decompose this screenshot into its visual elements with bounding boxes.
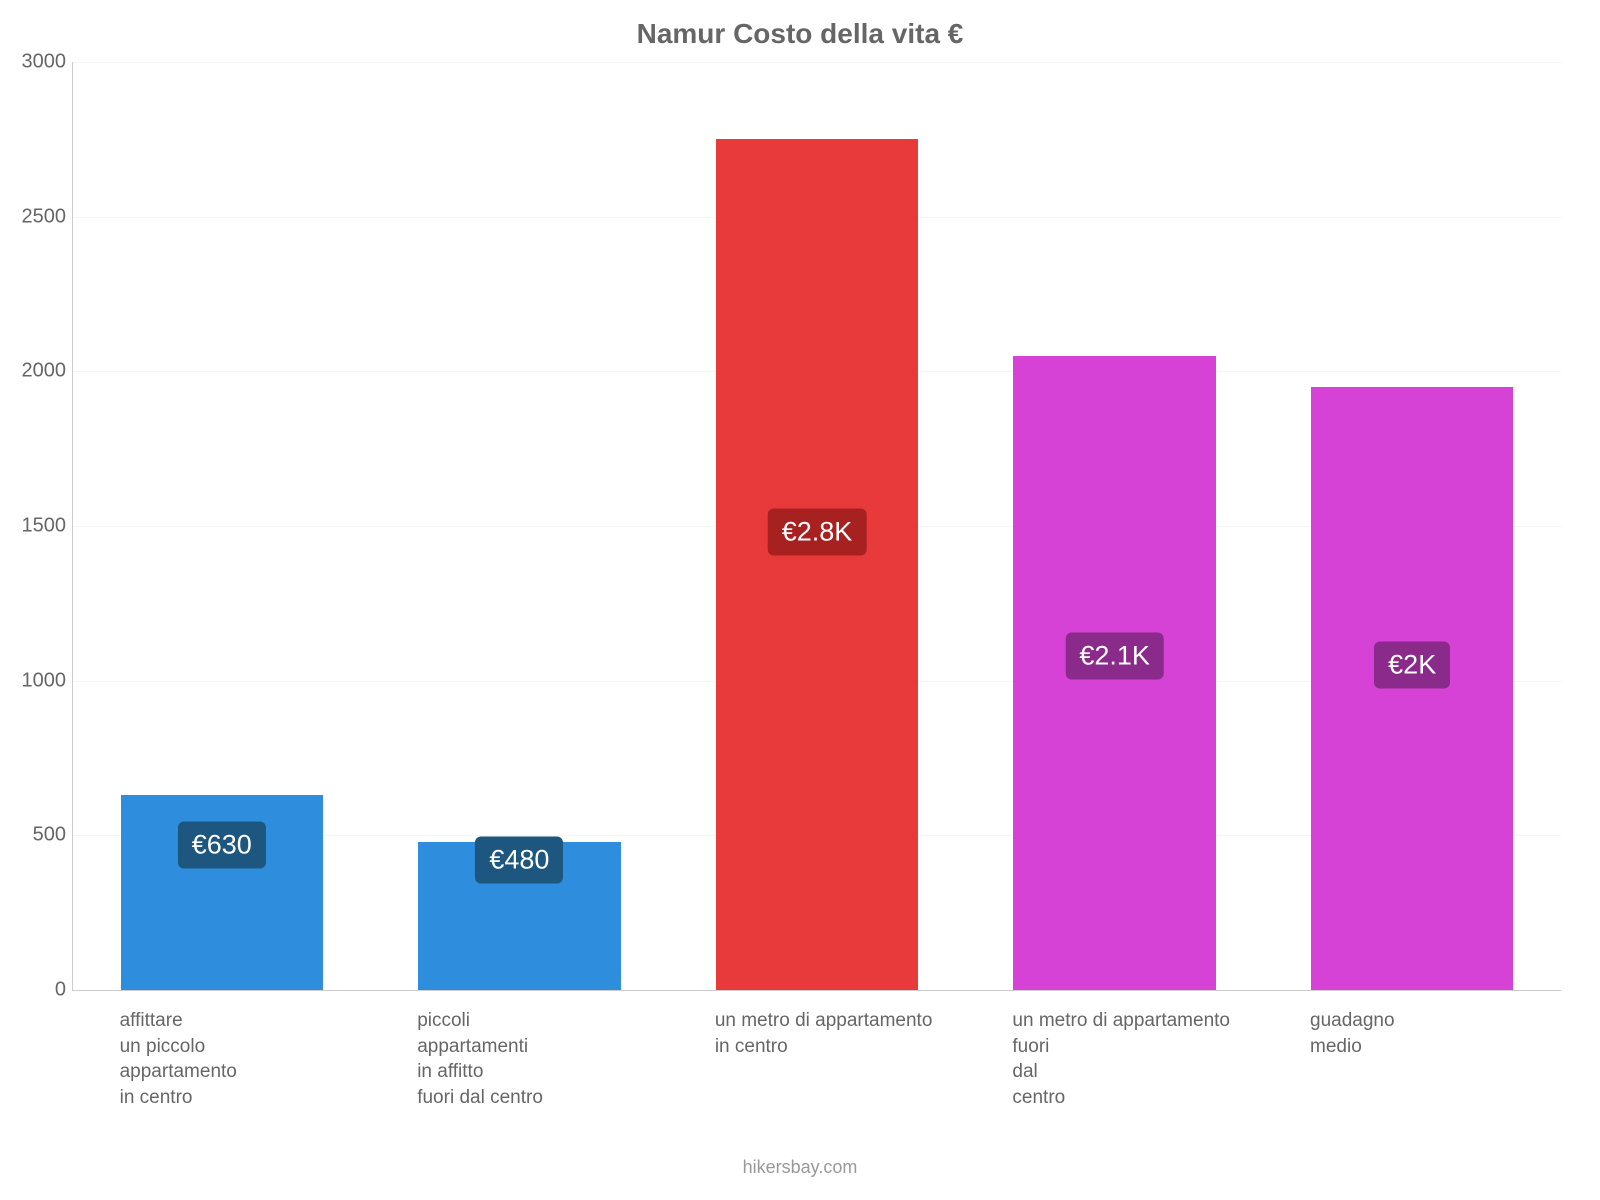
grid-line [73,62,1561,63]
x-tick-label: un metro di appartamento in centro [715,1008,933,1059]
x-tick-label: un metro di appartamento fuori dal centr… [1012,1008,1230,1111]
y-tick-label: 3000 [6,51,66,74]
y-tick-label: 0 [6,979,66,1002]
x-tick-label: piccoli appartamenti in affitto fuori da… [417,1008,543,1111]
x-tick-label: affittare un piccolo appartamento in cen… [120,1008,237,1111]
chart-container: Namur Costo della vita € €630 €480 €2.8K €2… [0,0,1600,1200]
value-badge: €630 [178,821,266,868]
chart-title: Namur Costo della vita € [0,18,1600,50]
y-tick-label: 2000 [6,360,66,383]
y-tick-label: 1000 [6,669,66,692]
bar [716,139,918,990]
y-tick-label: 500 [6,824,66,847]
value-badge: €2.1K [1065,632,1164,679]
value-badge: €2K [1374,642,1450,689]
x-tick-label: guadagno medio [1310,1008,1395,1059]
attribution-footer: hikersbay.com [0,1157,1600,1178]
plot-area: €630 €480 €2.8K €2.1K €2K [72,62,1561,991]
y-tick-label: 1500 [6,515,66,538]
value-badge: €480 [475,837,563,884]
value-badge: €2.8K [768,509,867,556]
y-tick-label: 2500 [6,205,66,228]
